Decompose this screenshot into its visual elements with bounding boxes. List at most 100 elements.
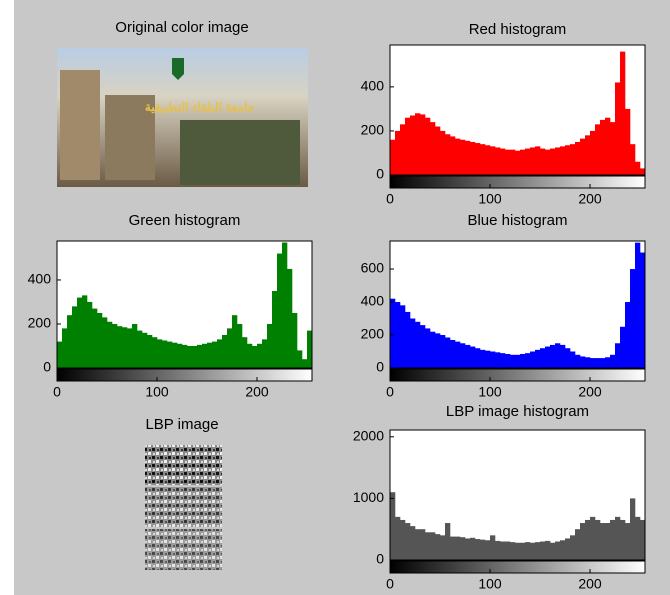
bar <box>590 516 596 560</box>
y-tick-label: 0 <box>376 359 384 375</box>
bar <box>545 540 551 560</box>
bar <box>630 269 636 368</box>
bar <box>625 302 631 368</box>
bar <box>395 516 401 560</box>
bar <box>222 334 228 368</box>
bar <box>625 108 631 175</box>
bar <box>227 328 233 368</box>
chart-title: LBP image histogram <box>446 403 589 420</box>
bar <box>480 539 486 560</box>
bar <box>605 523 611 560</box>
bar <box>132 323 138 368</box>
x-tick-label: 0 <box>386 576 394 592</box>
bar <box>257 343 263 368</box>
bar <box>410 526 416 560</box>
bar <box>282 242 288 368</box>
bar <box>425 328 431 368</box>
x-tick-label: 0 <box>53 384 61 400</box>
bar <box>520 353 526 368</box>
bar <box>97 312 103 368</box>
bar <box>535 146 541 175</box>
y-tick-label: 400 <box>361 78 385 94</box>
bar <box>485 540 491 560</box>
bar <box>390 492 396 560</box>
bar <box>137 330 143 368</box>
colorbar <box>56 368 313 382</box>
bar <box>620 51 626 175</box>
bar <box>420 114 426 175</box>
bar <box>187 345 193 368</box>
bar <box>420 529 426 560</box>
bar <box>455 341 461 368</box>
bar <box>267 323 273 368</box>
bar <box>460 343 466 368</box>
bar <box>615 516 621 560</box>
bar <box>575 529 581 560</box>
bar <box>585 357 591 368</box>
bar <box>560 344 566 368</box>
bar <box>595 519 601 560</box>
x-tick-label: 100 <box>478 576 502 592</box>
bar <box>500 353 506 368</box>
bar <box>62 328 68 368</box>
bar <box>435 126 441 175</box>
bar <box>410 115 416 175</box>
bar <box>297 350 303 368</box>
bar <box>610 519 616 560</box>
bar <box>560 540 566 560</box>
bar <box>625 523 631 560</box>
bar <box>465 140 471 175</box>
bar <box>535 349 541 368</box>
bar <box>635 242 641 368</box>
bar <box>490 146 496 175</box>
bar <box>445 523 451 560</box>
bar <box>420 325 426 368</box>
bar <box>277 253 283 368</box>
bar <box>540 148 546 175</box>
bar <box>400 124 406 175</box>
x-tick-label: 200 <box>578 384 602 400</box>
bar <box>485 145 491 175</box>
bar <box>72 306 78 368</box>
bar <box>172 342 178 368</box>
bar <box>410 318 416 368</box>
bar <box>555 541 561 560</box>
y-tick-label: 600 <box>361 260 385 276</box>
bar <box>415 113 421 175</box>
bar <box>640 252 646 368</box>
bar <box>480 349 486 368</box>
bar <box>630 498 636 560</box>
chart-title: Blue histogram <box>467 212 567 229</box>
bar <box>605 357 611 368</box>
bar <box>302 359 308 368</box>
bar <box>510 149 516 175</box>
axes-box <box>389 429 646 561</box>
axes-box <box>56 240 313 369</box>
bar <box>580 356 586 368</box>
bar <box>640 168 646 175</box>
bar <box>565 145 571 175</box>
bar <box>287 268 293 368</box>
bar <box>615 343 621 368</box>
bar <box>555 343 561 368</box>
bar <box>465 538 471 560</box>
bar <box>575 141 581 175</box>
bar <box>152 337 158 368</box>
bar <box>485 350 491 368</box>
bar <box>435 333 441 368</box>
bar <box>212 341 218 368</box>
x-tick-label: 200 <box>245 384 269 400</box>
bar <box>450 339 456 368</box>
bar <box>465 344 471 368</box>
color-image: جامعة البلقاء التطبيقية <box>57 48 308 187</box>
y-tick-label: 200 <box>361 326 385 342</box>
bar <box>455 536 461 560</box>
bar <box>67 315 73 368</box>
bar <box>77 297 83 368</box>
bar <box>237 323 243 368</box>
bar <box>610 122 616 175</box>
bar <box>400 305 406 368</box>
bar <box>460 537 466 560</box>
bar <box>242 337 248 368</box>
bar <box>102 317 108 368</box>
